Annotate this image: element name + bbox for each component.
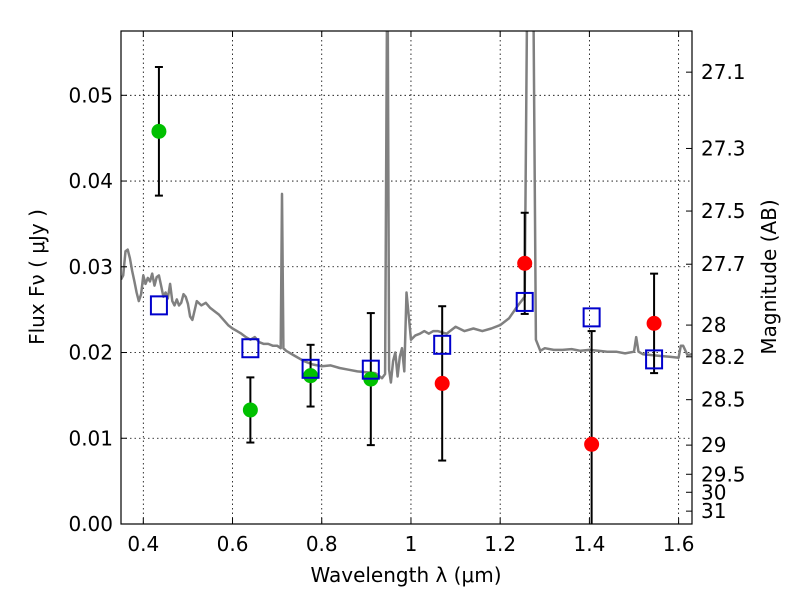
spectrum-group (121, 31, 692, 384)
x-tick-label: 0.8 (306, 532, 338, 556)
spectrum-line (121, 31, 692, 384)
y-right-tick-label: 27.3 (701, 136, 746, 160)
y-right-tick-label: 31 (701, 499, 726, 523)
y-tick-label: 0.01 (68, 426, 113, 450)
x-tick-label: 1 (405, 532, 418, 556)
data-point-circle (303, 368, 319, 384)
data-point-circle (584, 436, 600, 452)
x-tick-label: 1.2 (484, 532, 516, 556)
x-tick-label: 0.4 (127, 532, 159, 556)
y-right-tick-label: 29 (701, 433, 726, 457)
markers-group (149, 123, 664, 452)
grid-lines (121, 31, 692, 525)
y-axis-label: Flux Fν ( μJy ) (25, 209, 49, 345)
data-point-circle (646, 315, 662, 331)
axis-ticks: 0.4 0.6 0.8 1 1.2 1.4 1.6 0.00 0.01 0.02 0.03 0.04 0… (68, 31, 746, 556)
x-tick-label: 1.4 (573, 532, 605, 556)
data-point-square (515, 291, 534, 312)
data-point-square (301, 358, 320, 379)
y-tick-label: 0.04 (68, 169, 113, 193)
data-point-circle (242, 402, 258, 418)
y-axis-right-label: Magnitude (AB) (757, 199, 781, 354)
data-point-square (241, 338, 260, 359)
x-axis-label: Wavelength λ (μm) (310, 563, 501, 587)
data-point-square (361, 359, 380, 380)
data-point-square (645, 349, 664, 370)
x-tick-label: 0.6 (217, 532, 249, 556)
data-point-circle (434, 375, 450, 391)
data-point-square (433, 334, 452, 355)
y-tick-label: 0.00 (68, 512, 113, 536)
y-right-tick-label: 29.5 (701, 462, 746, 486)
data-point-circle (517, 255, 533, 271)
data-point-square (582, 307, 601, 328)
y-right-tick-label: 27.1 (701, 60, 746, 84)
x-tick-label: 1.6 (663, 532, 695, 556)
y-tick-label: 0.05 (68, 83, 113, 107)
y-tick-label: 0.03 (68, 255, 113, 279)
y-right-tick-label: 27.5 (701, 199, 746, 223)
y-tick-label: 0.02 (68, 341, 113, 365)
y-right-tick-label: 28.2 (701, 345, 746, 369)
plot-frame (120, 30, 693, 525)
y-right-tick-label: 30 (701, 480, 726, 504)
data-point-circle (151, 123, 167, 139)
y-right-tick-label: 27.7 (701, 252, 746, 276)
y-right-tick-label: 28 (701, 313, 726, 337)
data-point-square (149, 295, 168, 316)
y-right-tick-label: 28.5 (701, 388, 746, 412)
